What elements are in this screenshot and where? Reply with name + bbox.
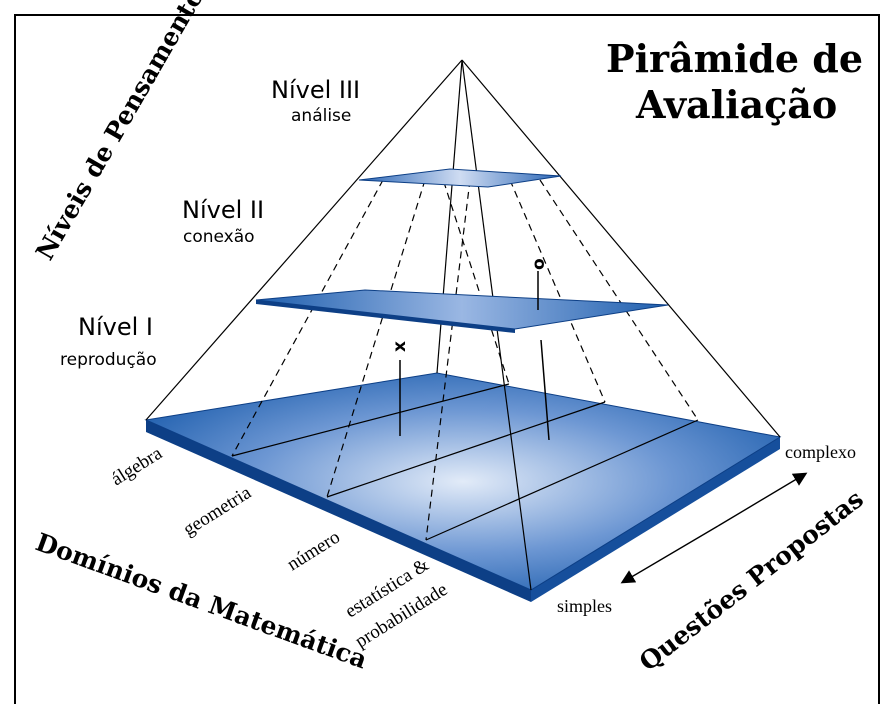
figure-frame — [14, 14, 880, 704]
title-line-1: Pirâmide de — [606, 36, 863, 81]
marker-x: x — [390, 341, 410, 352]
domain-numero: número — [284, 527, 344, 576]
base-front-edge-right — [531, 437, 780, 602]
level-1-name: Nível I — [78, 313, 153, 341]
domain-algebra: álgebra — [108, 443, 167, 491]
marker-o: o — [529, 258, 549, 270]
level-2-name: Nível II — [182, 196, 264, 224]
level-2-plane-edge — [256, 300, 515, 333]
level-3-plane — [358, 168, 562, 188]
difficulty-arrow-up — [717, 472, 808, 527]
title-line-2: Avaliação — [635, 82, 837, 127]
difficulty-low-label: simples — [557, 596, 612, 616]
marker-stems — [399, 271, 550, 441]
axis-thinking-levels: Níveis de Pensamento — [30, 0, 209, 265]
base-grid — [231, 383, 699, 541]
domain-geometria: geometria — [180, 482, 256, 540]
level-3-desc: análise — [291, 106, 351, 126]
difficulty-high-label: complexo — [785, 442, 856, 462]
difficulty-arrow-down — [620, 525, 719, 584]
base-front-edge-left — [146, 420, 531, 602]
dashed-guides — [231, 169, 699, 541]
pyramid-base — [144, 372, 782, 591]
level-3-name: Nível III — [271, 76, 360, 104]
level-2-desc: conexão — [183, 227, 255, 247]
level-1-desc: reprodução — [60, 350, 157, 370]
